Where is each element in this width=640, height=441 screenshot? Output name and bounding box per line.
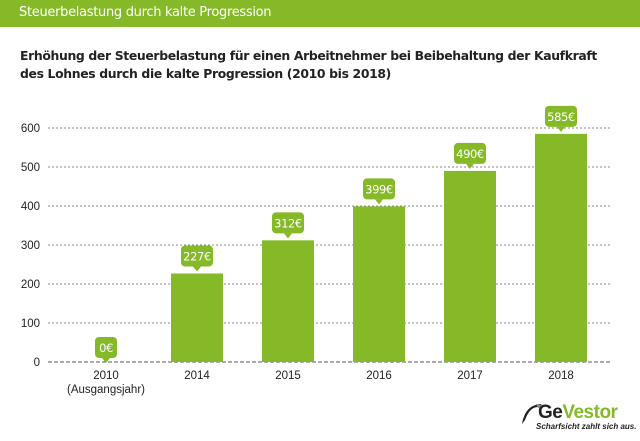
y-tick-label: 100 (21, 318, 40, 330)
data-label-pointer (466, 163, 474, 169)
bar (171, 273, 223, 362)
bar (535, 133, 587, 362)
x-tick-label: 2016 (366, 370, 392, 382)
logo-tagline: Scharfsicht zahlt sich aus. (536, 422, 637, 431)
bar (262, 240, 314, 362)
data-label: 227€ (183, 249, 211, 263)
bar (444, 170, 496, 362)
data-label-bubble (363, 178, 395, 200)
data-label-bubble (545, 105, 577, 127)
y-tick-label: 600 (21, 123, 40, 135)
y-tick-label: 200 (21, 279, 40, 291)
x-tick-label: 2018 (548, 370, 574, 382)
x-tick-label: 2015 (275, 370, 301, 382)
chart-title-line-2: des Lohnes durch die kalte Progression (… (20, 66, 391, 81)
y-tick-label: 500 (21, 162, 40, 174)
data-label-bubble (95, 337, 117, 358)
bar (353, 206, 405, 362)
gevestor-logo: GeVestor Scharfsicht zahlt sich aus. (516, 398, 636, 438)
chart-title: Erhöhung der Steuerbelastung für einen A… (20, 47, 630, 83)
data-label-bubble (272, 212, 304, 234)
data-label-bubble (454, 142, 486, 164)
data-label-bubble (181, 245, 213, 267)
data-label-pointer (557, 126, 565, 132)
data-label-pointer (193, 266, 201, 272)
y-tick-label: 400 (21, 201, 40, 213)
x-tick-sublabel: (Ausgangsjahr) (67, 384, 145, 396)
data-label: 399€ (365, 182, 393, 196)
data-label: 490€ (456, 147, 484, 161)
header-bar: Steuerbelastung durch kalte Progression (0, 0, 640, 27)
data-label-pointer (102, 358, 110, 363)
logo-wordmark: GeVestor (538, 402, 618, 423)
eagle-icon (522, 404, 544, 424)
data-label: 0€ (99, 341, 113, 355)
chart-title-line-1: Erhöhung der Steuerbelastung für einen A… (20, 48, 597, 63)
data-label-pointer (284, 233, 292, 239)
x-tick-label: 2014 (184, 370, 210, 382)
data-label-pointer (375, 199, 383, 205)
y-tick-label: 0 (34, 357, 40, 369)
data-label: 312€ (274, 216, 302, 230)
header-title: Steuerbelastung durch kalte Progression (19, 5, 272, 20)
x-tick-label: 2010 (93, 370, 119, 382)
y-tick-label: 300 (21, 240, 40, 252)
data-label: 585€ (547, 110, 575, 124)
x-tick-label: 2017 (457, 370, 483, 382)
